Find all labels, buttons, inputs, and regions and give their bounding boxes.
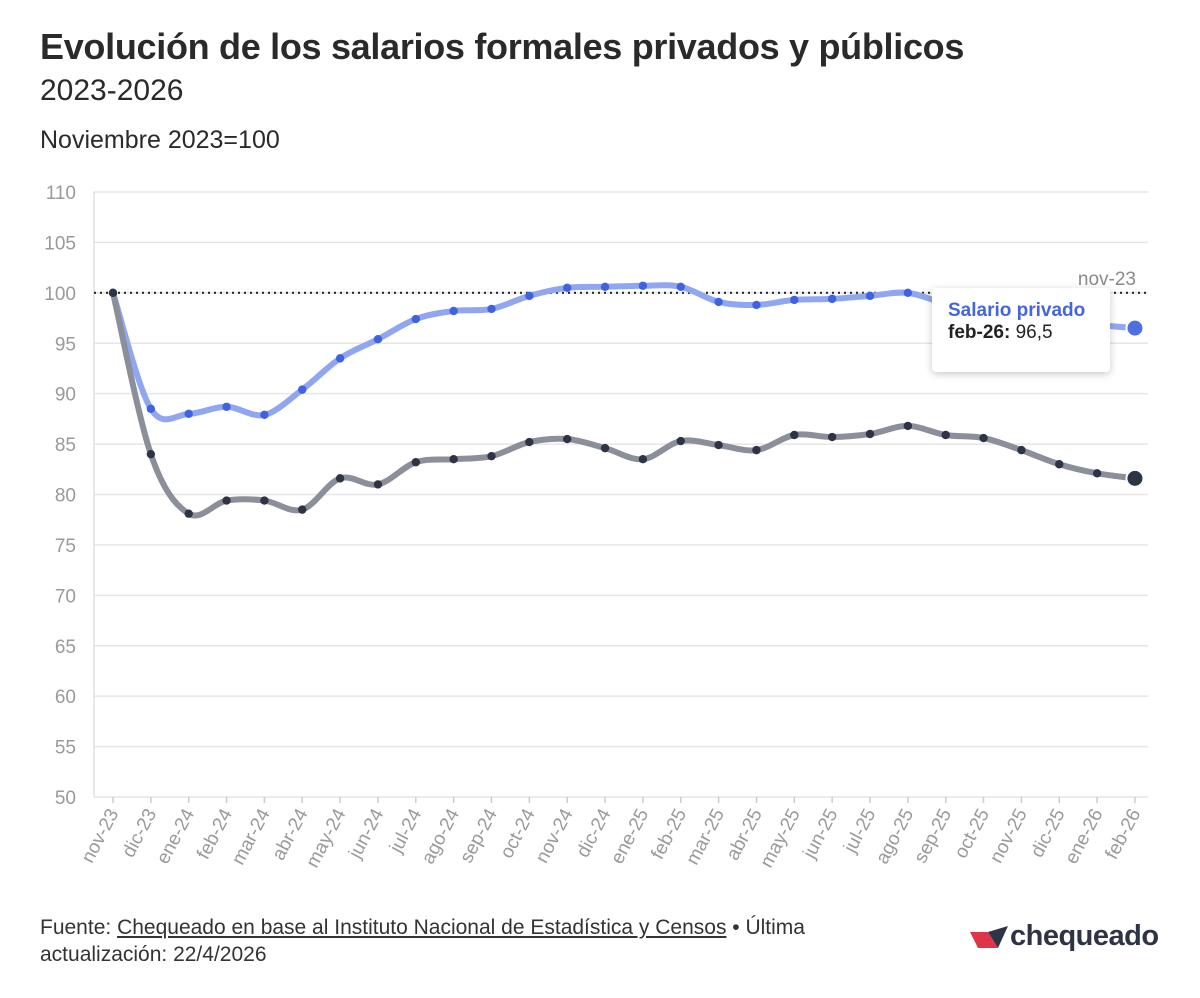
data-point-private[interactable] <box>563 283 572 292</box>
data-point-public[interactable] <box>487 451 496 461</box>
data-point-public[interactable] <box>335 474 345 483</box>
y-tick-label: 95 <box>55 334 76 355</box>
data-point-public[interactable] <box>790 430 799 440</box>
data-point-public[interactable] <box>108 288 118 298</box>
x-tick-label: sep-25 <box>910 805 956 866</box>
data-point-public[interactable] <box>298 505 307 514</box>
data-point-private[interactable] <box>298 385 307 394</box>
data-point-public[interactable] <box>676 436 685 446</box>
tooltip-series: Salario privado <box>948 300 1086 321</box>
x-tick-label: feb-26 <box>1102 805 1146 862</box>
tooltip-x: feb-26: <box>948 322 1011 343</box>
data-point-private[interactable] <box>335 354 345 363</box>
chequeado-logo-text: chequeado <box>1010 920 1159 952</box>
x-tick-label: nov-24 <box>532 805 578 867</box>
unit-label: Noviembre 2023=100 <box>40 126 280 154</box>
y-tick-label: 65 <box>55 637 76 658</box>
source-prefix: Fuente: <box>40 916 118 939</box>
data-point-private[interactable] <box>714 297 723 307</box>
data-point-private[interactable] <box>260 410 269 420</box>
data-point-private[interactable] <box>373 335 383 344</box>
x-tick-label: jul-24 <box>385 805 426 857</box>
y-tick-label: 70 <box>55 586 76 607</box>
x-tick-label: jul-25 <box>840 805 881 857</box>
data-point-private[interactable] <box>525 291 534 301</box>
tooltip-value-row: feb-26: 96,5 <box>948 322 1053 344</box>
y-tick-label: 100 <box>44 284 76 305</box>
data-point-public[interactable] <box>1055 460 1064 469</box>
data-point-public[interactable] <box>714 440 723 450</box>
chart-title: Evolución de los salarios formales priva… <box>40 26 965 67</box>
data-point-public[interactable] <box>1125 468 1145 488</box>
chequeado-logo-icon <box>970 926 1008 948</box>
data-point-private[interactable] <box>222 402 231 411</box>
data-point-private[interactable] <box>676 282 685 291</box>
data-point-public[interactable] <box>373 480 383 489</box>
data-point-private[interactable] <box>487 304 496 314</box>
source-link[interactable]: Chequeado en base al Instituto Nacional … <box>117 916 727 939</box>
data-point-private[interactable] <box>1125 318 1145 338</box>
data-point-public[interactable] <box>1017 445 1026 455</box>
data-point-public[interactable] <box>752 445 761 455</box>
x-tick-label: nov-25 <box>986 805 1032 866</box>
data-point-private[interactable] <box>600 282 610 291</box>
y-tick-label: 85 <box>55 435 76 456</box>
data-point-private[interactable] <box>903 288 913 298</box>
y-tick-label: 110 <box>46 183 76 204</box>
data-point-private[interactable] <box>790 295 799 305</box>
data-point-public[interactable] <box>222 496 231 505</box>
tooltip: Salario privado feb-26: 96,5 <box>932 288 1110 372</box>
y-tick-label: 55 <box>55 738 76 759</box>
reference-line: nov-23 <box>94 269 1148 294</box>
grid-lines <box>94 191 1148 798</box>
reference-line-label: nov-23 <box>1078 269 1136 290</box>
data-point-public[interactable] <box>184 509 193 518</box>
data-point-public[interactable] <box>941 430 950 440</box>
data-point-public[interactable] <box>600 443 610 453</box>
data-point-public[interactable] <box>146 449 156 459</box>
y-tick-label: 50 <box>55 788 76 809</box>
x-tick-label: nov-23 <box>78 805 124 866</box>
update-text: • Última actualización: 22/4/2026 <box>40 916 805 966</box>
y-tick-label: 75 <box>55 536 76 557</box>
data-point-public[interactable] <box>865 429 875 439</box>
data-point-public[interactable] <box>827 432 837 442</box>
y-tick-label: 105 <box>44 233 76 254</box>
data-point-private[interactable] <box>638 281 648 290</box>
y-tick-label: 90 <box>55 385 76 406</box>
y-tick-label: 60 <box>55 687 76 708</box>
data-point-public[interactable] <box>411 458 420 467</box>
x-axis: nov-23dic-23ene-24feb-24mar-24abr-24may-… <box>78 797 1146 871</box>
tooltip-value: 96,5 <box>1015 322 1053 343</box>
data-point-private[interactable] <box>449 306 458 316</box>
data-point-private[interactable] <box>752 300 761 310</box>
data-point-public[interactable] <box>563 434 572 444</box>
data-point-public[interactable] <box>449 455 458 464</box>
data-point-public[interactable] <box>1092 469 1102 478</box>
chequeado-logo[interactable]: chequeado <box>968 918 1168 958</box>
x-tick-label: jun-24 <box>345 805 389 863</box>
x-tick-label: jun-25 <box>799 805 843 862</box>
data-point-private[interactable] <box>184 409 193 419</box>
data-point-public[interactable] <box>979 433 988 443</box>
data-point-private[interactable] <box>411 314 420 324</box>
data-point-public[interactable] <box>260 496 269 505</box>
y-axis: 50 55 60 65 70 75 80 85 90 95 100 105 110 <box>44 183 95 809</box>
x-tick-label: sep-24 <box>456 805 502 867</box>
chart-subtitle: 2023-2026 <box>40 74 184 107</box>
y-tick-label: 80 <box>55 486 76 507</box>
footer: Fuente: Chequeado en base al Instituto N… <box>40 914 920 968</box>
data-point-private[interactable] <box>865 291 875 301</box>
data-point-private[interactable] <box>146 404 156 413</box>
data-point-public[interactable] <box>638 455 648 464</box>
x-tick-label: ene-24 <box>153 805 200 867</box>
data-point-private[interactable] <box>827 294 837 304</box>
data-point-public[interactable] <box>525 437 534 447</box>
data-point-public[interactable] <box>903 421 913 431</box>
